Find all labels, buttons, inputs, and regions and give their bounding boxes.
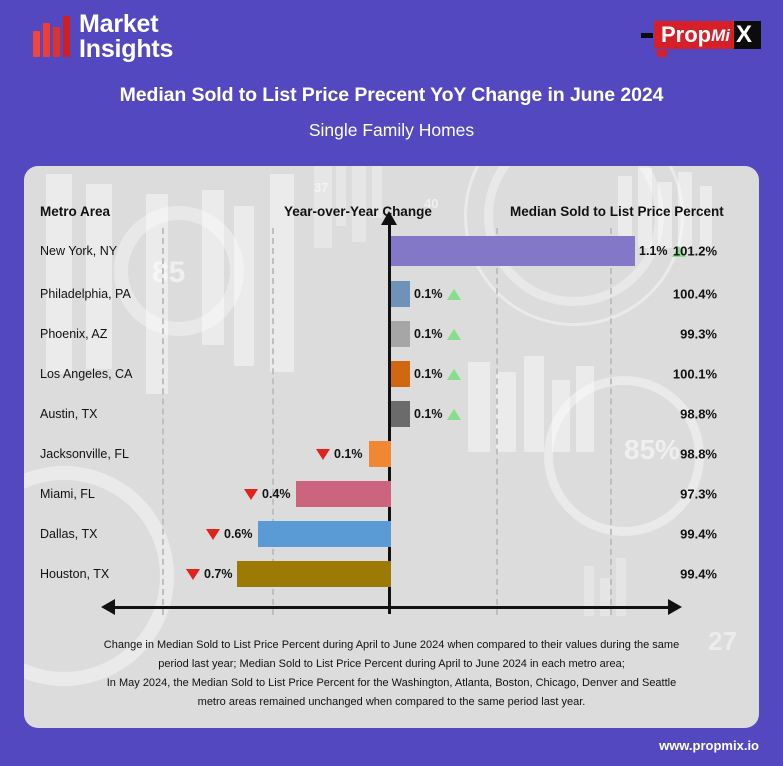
background-artwork: 85 85% 37 40 27	[24, 166, 759, 728]
change-value: 0.7%	[204, 567, 233, 581]
website-url[interactable]: www.propmix.io	[659, 738, 759, 753]
triangle-down-icon	[206, 528, 220, 540]
median-value: 98.8%	[680, 446, 717, 462]
gridline-4	[610, 228, 612, 615]
logo-line-1: Market	[79, 10, 159, 38]
bar-positive	[391, 281, 410, 307]
title-block: Median Sold to List Price Precent YoY Ch…	[0, 84, 783, 141]
header: Market Insights Prop Mi X	[0, 0, 783, 78]
change-value: 0.1%	[414, 407, 443, 421]
footnote-line-1: Change in Median Sold to List Price Perc…	[103, 639, 680, 651]
gridline-2	[272, 228, 274, 615]
row-label: Los Angeles, CA	[40, 367, 133, 381]
table-row[interactable]: Philadelphia, PA 0.1% 100.4%	[24, 274, 759, 314]
chart-rows: New York, NY 1.1% 101.2% Philadelphia, P…	[24, 228, 759, 594]
table-row[interactable]: Houston, TX 0.7% 99.4%	[24, 554, 759, 594]
bar-negative	[296, 481, 391, 507]
triangle-up-icon	[671, 245, 686, 257]
axis-horizontal-line	[112, 606, 674, 609]
triangle-up-icon	[446, 288, 461, 300]
footnote-line-2: period last year; Median Sold to List Pr…	[158, 658, 625, 670]
median-value: 99.4%	[680, 526, 717, 542]
median-value: 100.4%	[672, 286, 717, 302]
change-value: 0.1%	[414, 367, 443, 381]
row-label: New York, NY	[40, 244, 118, 258]
row-label: Houston, TX	[40, 567, 110, 581]
triangle-up-icon	[446, 368, 461, 380]
bar-negative	[258, 521, 391, 547]
table-row[interactable]: Los Angeles, CA 0.1% 100.1%	[24, 354, 759, 394]
footnote-line-4: metro areas remained unchanged when comp…	[197, 696, 586, 708]
column-header-yoy: Year-over-Year Change	[284, 204, 432, 219]
zero-axis-line	[388, 220, 391, 614]
bar-positive	[391, 361, 410, 387]
table-row[interactable]: Dallas, TX 0.6% 99.4%	[24, 514, 759, 554]
median-value: 98.8%	[680, 406, 717, 422]
propmix-accent-square	[656, 50, 667, 57]
logo-line-2: Insights	[79, 35, 174, 63]
median-value: 99.3%	[680, 326, 717, 342]
axis-up-arrow-icon	[381, 211, 397, 225]
median-value: 99.4%	[680, 566, 717, 582]
bar-negative	[237, 561, 391, 587]
change-value: 0.1%	[334, 447, 363, 461]
bar-chart-icon	[33, 16, 70, 57]
footnote-line-3: In May 2024, the Median Sold to List Pri…	[106, 677, 677, 689]
axis-left-arrow-icon	[101, 599, 115, 615]
row-label: Dallas, TX	[40, 527, 98, 541]
row-label: Phoenix, AZ	[40, 327, 108, 341]
table-row[interactable]: Phoenix, AZ 0.1% 99.3%	[24, 314, 759, 354]
table-row[interactable]: Austin, TX 0.1% 98.8%	[24, 394, 759, 434]
triangle-down-icon	[244, 488, 258, 500]
row-label: Philadelphia, PA	[40, 287, 131, 301]
footnote: Change in Median Sold to List Price Perc…	[58, 636, 725, 712]
change-value: 0.1%	[414, 287, 443, 301]
gridline-1	[162, 228, 164, 615]
change-value: 0.1%	[414, 327, 443, 341]
triangle-up-icon	[446, 328, 461, 340]
market-insights-logo: Market Insights	[33, 12, 173, 62]
change-value: 1.1%	[639, 244, 668, 258]
row-label: Jacksonville, FL	[40, 447, 129, 461]
axis-right-arrow-icon	[668, 599, 682, 615]
triangle-down-icon	[186, 568, 200, 580]
propmix-x-text: X	[735, 21, 752, 48]
propmix-mi-text: Mi	[711, 25, 730, 45]
chart-panel: 85 85% 37 40 27 Metro Area Year-over-Yea…	[24, 166, 759, 728]
column-header-metro: Metro Area	[40, 204, 111, 219]
page-title: Median Sold to List Price Precent YoY Ch…	[119, 84, 664, 106]
propmix-black-block: X	[733, 21, 761, 49]
table-row[interactable]: New York, NY 1.1% 101.2%	[24, 228, 759, 274]
propmix-prop-text: Prop	[660, 22, 712, 47]
triangle-down-icon	[316, 448, 330, 460]
propmix-logo[interactable]: Prop Mi X	[640, 18, 761, 57]
median-value: 101.2%	[672, 243, 717, 259]
bar-positive	[391, 401, 410, 427]
propmix-red-block: Prop Mi	[653, 21, 734, 49]
propmix-dash-icon	[640, 32, 653, 38]
median-value: 100.1%	[672, 366, 717, 382]
table-row[interactable]: Jacksonville, FL 0.1% 98.8%	[24, 434, 759, 474]
table-row[interactable]: Miami, FL 0.4% 97.3%	[24, 474, 759, 514]
bar-positive	[391, 321, 410, 347]
gridline-3	[496, 228, 498, 615]
row-label: Austin, TX	[40, 407, 98, 421]
page-subtitle: Single Family Homes	[308, 120, 475, 140]
row-label: Miami, FL	[40, 487, 95, 501]
market-insights-wordmark: Market Insights	[79, 12, 173, 62]
change-value: 0.4%	[262, 487, 291, 501]
change-value: 0.6%	[224, 527, 253, 541]
column-header-median: Median Sold to List Price Percent	[510, 204, 724, 219]
triangle-up-icon	[446, 408, 461, 420]
median-value: 97.3%	[680, 486, 717, 502]
bar-positive	[391, 236, 635, 266]
bar-negative	[369, 441, 391, 467]
